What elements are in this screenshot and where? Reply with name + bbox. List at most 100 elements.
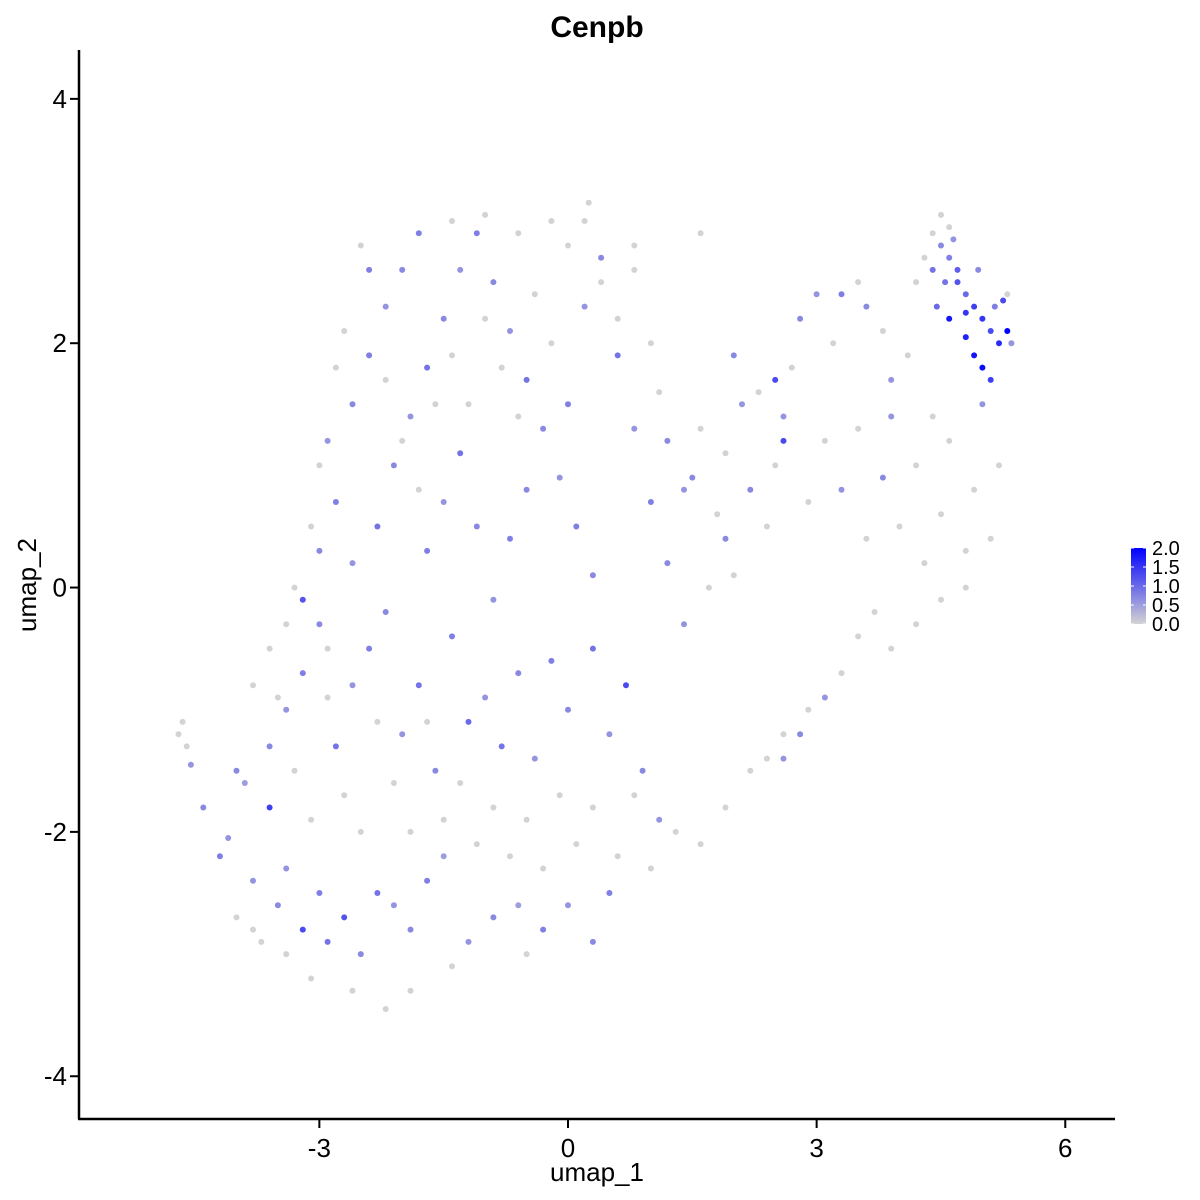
cell-point bbox=[415, 682, 422, 689]
x-axis-ticks: -3 0 3 6 bbox=[308, 1119, 1073, 1163]
cell-point bbox=[216, 853, 223, 860]
cell-point bbox=[465, 938, 472, 945]
cell-point bbox=[855, 425, 862, 432]
cell-point bbox=[225, 835, 232, 841]
cell-point bbox=[606, 890, 613, 896]
cell-point bbox=[324, 437, 331, 444]
cell-point bbox=[465, 718, 472, 725]
cell-point bbox=[357, 951, 364, 958]
cell-point bbox=[631, 266, 638, 273]
cell-point bbox=[324, 694, 331, 701]
cell-point bbox=[614, 853, 621, 860]
cell-point bbox=[565, 706, 571, 713]
cell-point bbox=[523, 951, 530, 958]
cell-point bbox=[357, 828, 364, 835]
cell-point bbox=[540, 926, 547, 933]
cell-point bbox=[780, 731, 787, 738]
cell-point bbox=[523, 376, 530, 383]
cell-point bbox=[440, 853, 447, 860]
cell-point bbox=[283, 706, 290, 713]
cell-point bbox=[241, 780, 248, 786]
cell-point bbox=[979, 364, 986, 371]
cell-point bbox=[540, 865, 547, 872]
cell-point bbox=[457, 266, 464, 273]
cell-point bbox=[432, 401, 439, 408]
y-tick-label: 4 bbox=[53, 84, 67, 114]
cell-point bbox=[374, 718, 381, 725]
cell-point bbox=[938, 596, 944, 603]
cell-point bbox=[382, 1006, 389, 1012]
cell-point bbox=[938, 242, 944, 249]
cell-point bbox=[399, 266, 406, 273]
cell-point bbox=[316, 890, 323, 896]
cell-point bbox=[440, 315, 447, 322]
cell-point bbox=[548, 657, 555, 664]
cell-point bbox=[531, 291, 538, 298]
cell-point bbox=[589, 938, 596, 945]
x-axis-label: umap_1 bbox=[550, 1157, 644, 1187]
cell-point bbox=[316, 547, 323, 554]
cell-point bbox=[705, 584, 712, 591]
cell-point bbox=[349, 560, 356, 567]
cell-point bbox=[299, 596, 306, 603]
cell-point bbox=[821, 694, 828, 701]
cell-point bbox=[424, 364, 431, 371]
cell-point bbox=[382, 303, 389, 310]
cell-point bbox=[179, 718, 186, 725]
cell-point bbox=[780, 413, 787, 420]
cell-point bbox=[283, 865, 290, 872]
cell-point bbox=[697, 425, 704, 432]
cell-point bbox=[763, 523, 770, 530]
cell-point bbox=[482, 315, 489, 322]
cell-point bbox=[482, 211, 489, 218]
cell-point bbox=[432, 767, 439, 774]
cell-point bbox=[440, 816, 447, 823]
cell-point bbox=[697, 841, 704, 848]
colorbar-label: 2.0 bbox=[1152, 538, 1180, 560]
cell-point bbox=[950, 236, 957, 243]
cell-point bbox=[308, 975, 315, 982]
cell-point bbox=[942, 279, 949, 286]
cell-point bbox=[390, 780, 397, 786]
cell-point bbox=[349, 401, 356, 408]
colorbar-legend: 0.00.51.01.52.0 bbox=[1131, 538, 1180, 636]
cell-point bbox=[879, 474, 886, 481]
cell-point bbox=[614, 352, 621, 359]
cell-point bbox=[656, 389, 663, 396]
cell-point bbox=[316, 621, 323, 628]
cell-point bbox=[913, 279, 920, 286]
cell-point bbox=[299, 670, 306, 677]
cell-point bbox=[565, 242, 571, 249]
cell-point bbox=[589, 645, 596, 652]
cell-point bbox=[730, 352, 737, 359]
cell-point bbox=[598, 279, 605, 286]
cell-point bbox=[473, 230, 480, 237]
cell-point bbox=[962, 291, 969, 298]
cell-point bbox=[250, 682, 256, 689]
cell-point bbox=[531, 755, 538, 762]
cell-point bbox=[606, 731, 613, 738]
cell-point bbox=[913, 462, 920, 469]
cell-point bbox=[805, 499, 812, 505]
cell-point bbox=[366, 352, 373, 359]
cell-point bbox=[954, 279, 961, 286]
cell-point bbox=[987, 535, 994, 542]
cell-point bbox=[374, 890, 381, 896]
cell-point bbox=[938, 511, 944, 518]
cell-point bbox=[913, 621, 920, 628]
cell-point bbox=[258, 938, 265, 945]
cell-point bbox=[996, 462, 1002, 469]
cell-point bbox=[324, 645, 331, 652]
cell-point bbox=[291, 767, 298, 774]
cell-point bbox=[548, 218, 555, 224]
cell-point bbox=[374, 523, 381, 530]
y-axis-label: umap_2 bbox=[12, 538, 42, 632]
cell-point bbox=[954, 266, 961, 273]
cell-point bbox=[747, 767, 754, 774]
cell-point bbox=[821, 437, 828, 444]
cell-point bbox=[187, 761, 194, 768]
cell-point bbox=[573, 841, 580, 848]
cell-point bbox=[332, 743, 339, 750]
cell-point bbox=[975, 266, 982, 273]
cell-point bbox=[200, 804, 207, 811]
